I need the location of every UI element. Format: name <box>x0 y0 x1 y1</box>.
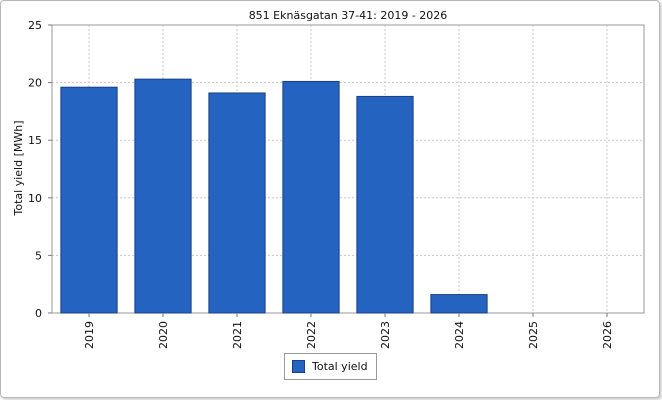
legend: Total yield <box>284 353 377 380</box>
x-tick-label: 2026 <box>601 321 614 349</box>
gridlines <box>52 25 644 313</box>
y-tick-label: 20 <box>28 77 42 90</box>
y-tick-label: 0 <box>35 307 42 320</box>
y-axis-ticks: 0 5 10 15 20 25 <box>28 19 52 320</box>
y-tick-label: 10 <box>28 192 42 205</box>
x-tick-label: 2021 <box>231 321 244 349</box>
bar-2023 <box>356 95 414 314</box>
bar-2024 <box>430 294 488 314</box>
plot-border <box>51 24 645 314</box>
bars <box>60 78 488 314</box>
y-tick-label: 15 <box>28 134 42 147</box>
bar-2019 <box>60 86 118 314</box>
y-tick-label: 25 <box>28 19 42 32</box>
bar-2020 <box>134 78 192 314</box>
x-tick-label: 2019 <box>83 321 96 349</box>
bar-2022 <box>282 80 340 314</box>
bar-2021 <box>208 92 266 314</box>
x-tick-label: 2020 <box>157 321 170 349</box>
plot-area <box>51 24 645 314</box>
x-tick-label: 2025 <box>527 321 540 349</box>
y-axis-label: Total yield [MWh] <box>12 121 25 217</box>
x-axis-ticks: 2019 2020 2021 2022 2023 2024 2025 2026 <box>83 313 614 349</box>
chart-title: 851 Eknäsgatan 37-41: 2019 - 2026 <box>249 9 448 22</box>
y-tick-label: 5 <box>35 249 42 262</box>
legend-swatch <box>292 360 305 373</box>
x-tick-label: 2022 <box>305 321 318 349</box>
x-tick-label: 2023 <box>379 321 392 349</box>
legend-label: Total yield <box>312 360 368 373</box>
x-tick-label: 2024 <box>453 321 466 349</box>
